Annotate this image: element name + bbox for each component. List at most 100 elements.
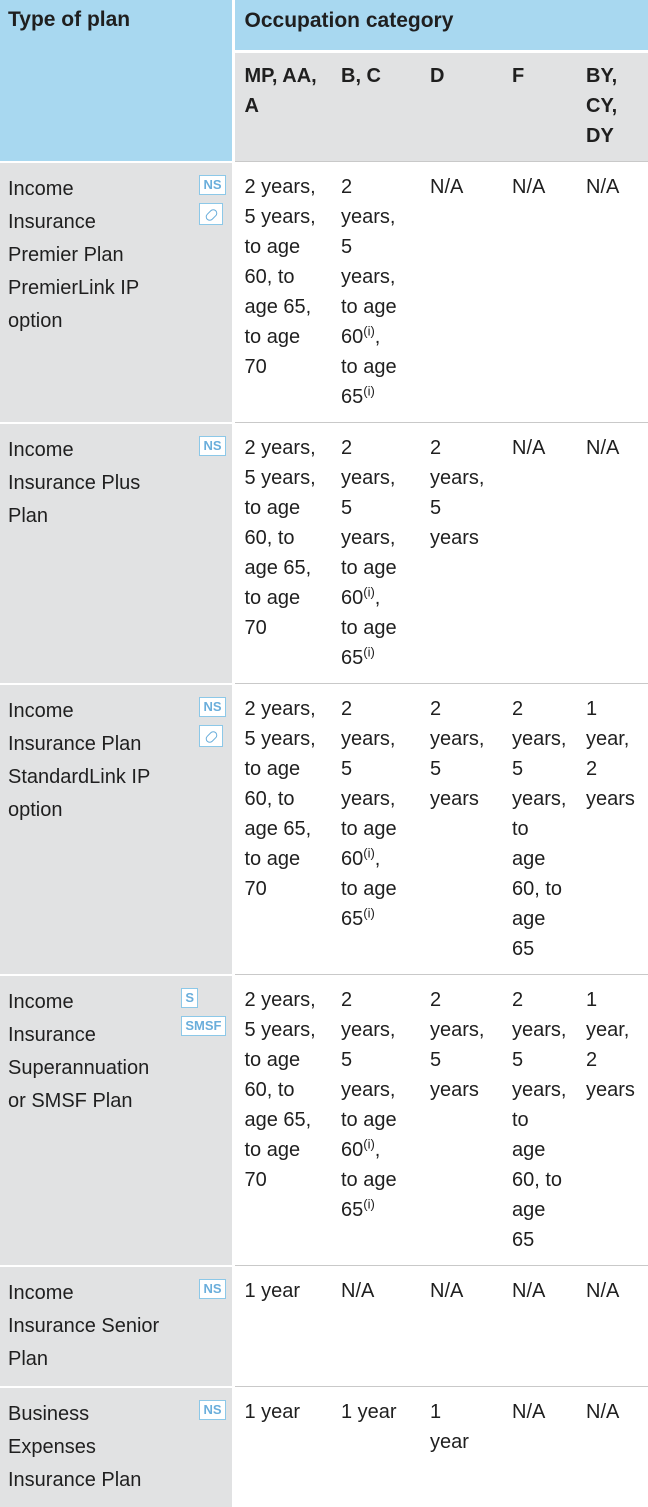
value-cell: 1 year xyxy=(231,1265,331,1387)
tag-ns-badge: NS xyxy=(199,1278,226,1299)
category-label: D xyxy=(430,65,445,87)
footnote-marker: (i) xyxy=(363,584,375,600)
value-cell: 2 years, 5 years, to age 60(i), to age 6… xyxy=(331,422,420,684)
value-text: 1 year xyxy=(244,1280,301,1302)
value-text: 2 years, 5 years, to age 60, to age 65, … xyxy=(244,437,316,639)
value-text: 2 years, 5 years xyxy=(430,437,485,549)
value-text: N/A xyxy=(512,1401,546,1423)
value-text: 2 years, 5 years xyxy=(430,698,485,810)
value-cell: 1 year xyxy=(231,1386,331,1507)
category-label: F xyxy=(512,65,525,87)
value-cell: 2 years, 5 years, to age 60, to age 65, … xyxy=(231,974,331,1266)
value-cell: 2 years, 5 years, to age 60(i), to age 6… xyxy=(331,683,420,975)
plan-name: Income Insurance Premier Plan PremierLin… xyxy=(8,177,139,332)
value-cell: 2 years, 5 years, to age 60, to age 65, … xyxy=(231,422,331,684)
category-header: D xyxy=(420,51,502,162)
table-row: Income Insurance Senior Plan NS 1 year N/A N… xyxy=(0,1264,648,1387)
tag-smsf-badge: SMSF xyxy=(181,1015,226,1036)
type-of-plan-header: Type of plan xyxy=(0,0,233,162)
value-cell: N/A xyxy=(576,1265,648,1387)
tag-ns-badge: NS xyxy=(199,435,226,456)
value-cell: N/A xyxy=(420,1265,502,1387)
occupation-category-header: Occupation category xyxy=(231,0,648,53)
plan-cell: Income Insurance Plus Plan NS xyxy=(0,421,233,684)
plan-cell: Income Insurance Superannuation or SMSF … xyxy=(0,973,233,1266)
value-cell: 2 years, 5 years xyxy=(420,683,502,975)
table-row: Income Insurance Plus Plan NS 2 years, 5 y… xyxy=(0,421,648,684)
value-cell: 2 years, 5 years, to age 60, to age 65, … xyxy=(231,683,331,975)
table-body: Income Insurance Premier Plan PremierLin… xyxy=(0,160,648,1507)
value-text: 1 year, 2 years xyxy=(586,698,635,810)
plan-tags: S SMSF xyxy=(181,986,226,1118)
value-cell: 1 year xyxy=(420,1386,502,1507)
plan-cell: Income Insurance Plan StandardLink IP op… xyxy=(0,682,233,975)
value-text: N/A xyxy=(586,1401,620,1423)
value-cell: 2 years, 5 years, to age 60(i), to age 6… xyxy=(331,161,420,423)
category-label: BY, CY, DY xyxy=(586,65,618,147)
value-cell: 2 years, 5 years, to age 60, to age 65, … xyxy=(231,161,331,423)
plan-cell: Business Expenses Insurance Plan NS xyxy=(0,1385,233,1507)
value-cell: 1 year, 2 years xyxy=(576,974,648,1266)
value-text: 2 years, 5 years xyxy=(430,989,485,1101)
value-text: 1 year xyxy=(341,1401,397,1423)
value-text: 1 year xyxy=(244,1401,301,1423)
value-text: 1 year, 2 years xyxy=(586,989,635,1101)
value-cell: N/A xyxy=(502,1265,576,1387)
table-row: Income Insurance Plan StandardLink IP op… xyxy=(0,682,648,975)
plan-name: Income Insurance Superannuation or SMSF … xyxy=(8,990,150,1112)
header-row-categories: MP, AA, A B, C D F BY, CY, DY xyxy=(0,51,648,162)
value-segment: , to age 65 xyxy=(341,587,397,669)
plan-name: Income Insurance Plan StandardLink IP op… xyxy=(8,699,150,821)
table-row: Income Insurance Premier Plan PremierLin… xyxy=(0,160,648,423)
value-segment: 2 years, 5 years, to age 60 xyxy=(341,437,397,609)
footnote-marker: (i) xyxy=(363,383,375,399)
value-cell: 1 year, 2 years xyxy=(576,683,648,975)
footnote-marker: (i) xyxy=(363,845,375,861)
link-icon xyxy=(199,202,224,225)
value-cell: N/A xyxy=(420,161,502,423)
tag-ns-badge: NS xyxy=(199,696,226,717)
plan-cell: Income Insurance Senior Plan NS xyxy=(0,1264,233,1387)
value-cell: 2 years, 5 years, to age 60, to age 65 xyxy=(502,974,576,1266)
value-text: N/A xyxy=(512,176,546,198)
value-text: N/A xyxy=(512,437,546,459)
plan-cell: Income Insurance Premier Plan PremierLin… xyxy=(0,160,233,423)
plan-tags: NS xyxy=(199,1398,226,1497)
footnote-marker: (i) xyxy=(363,323,375,339)
value-text: N/A xyxy=(586,437,620,459)
link-icon xyxy=(199,724,224,747)
category-header: F xyxy=(502,51,576,162)
value-cell: N/A xyxy=(576,1386,648,1507)
value-cell: 2 years, 5 years xyxy=(420,974,502,1266)
header-row-top: Type of plan Occupation category xyxy=(0,0,648,162)
value-segment: , to age 65 xyxy=(341,848,397,930)
occupation-category-label: Occupation category xyxy=(244,9,454,32)
footnote-marker: (i) xyxy=(363,644,375,660)
tag-ns-badge: NS xyxy=(199,1399,226,1420)
table-row: Income Insurance Superannuation or SMSF … xyxy=(0,973,648,1266)
plan-name: Business Expenses Insurance Plan xyxy=(8,1402,142,1491)
value-cell: 1 year xyxy=(331,1386,420,1507)
plan-name: Income Insurance Senior Plan xyxy=(8,1281,160,1370)
plan-tags: NS xyxy=(199,695,226,827)
plan-tags: NS xyxy=(199,434,226,533)
value-text: 1 year xyxy=(430,1401,469,1453)
value-cell: 2 years, 5 years, to age 60(i), to age 6… xyxy=(331,974,420,1266)
footnote-marker: (i) xyxy=(363,1196,375,1212)
value-text: N/A xyxy=(430,176,464,198)
value-text: 2 years, 5 years, to age 60, to age 65 xyxy=(512,698,567,960)
category-header: B, C xyxy=(331,51,420,162)
category-header: BY, CY, DY xyxy=(576,51,648,162)
category-label: B, C xyxy=(341,65,381,87)
value-text: 2 years, 5 years, to age 60(i), to age 6… xyxy=(341,176,397,408)
value-text: N/A xyxy=(341,1280,375,1302)
tag-ns-badge: NS xyxy=(199,174,226,195)
value-text: 2 years, 5 years, to age 60, to age 65 xyxy=(512,989,567,1251)
value-text: 2 years, 5 years, to age 60(i), to age 6… xyxy=(341,437,397,669)
value-cell: N/A xyxy=(576,422,648,684)
plan-tags: NS xyxy=(199,173,226,338)
table-row: Business Expenses Insurance Plan NS 1 year… xyxy=(0,1385,648,1507)
plan-tags: NS xyxy=(199,1277,226,1376)
value-text: 2 years, 5 years, to age 60(i), to age 6… xyxy=(341,698,397,930)
